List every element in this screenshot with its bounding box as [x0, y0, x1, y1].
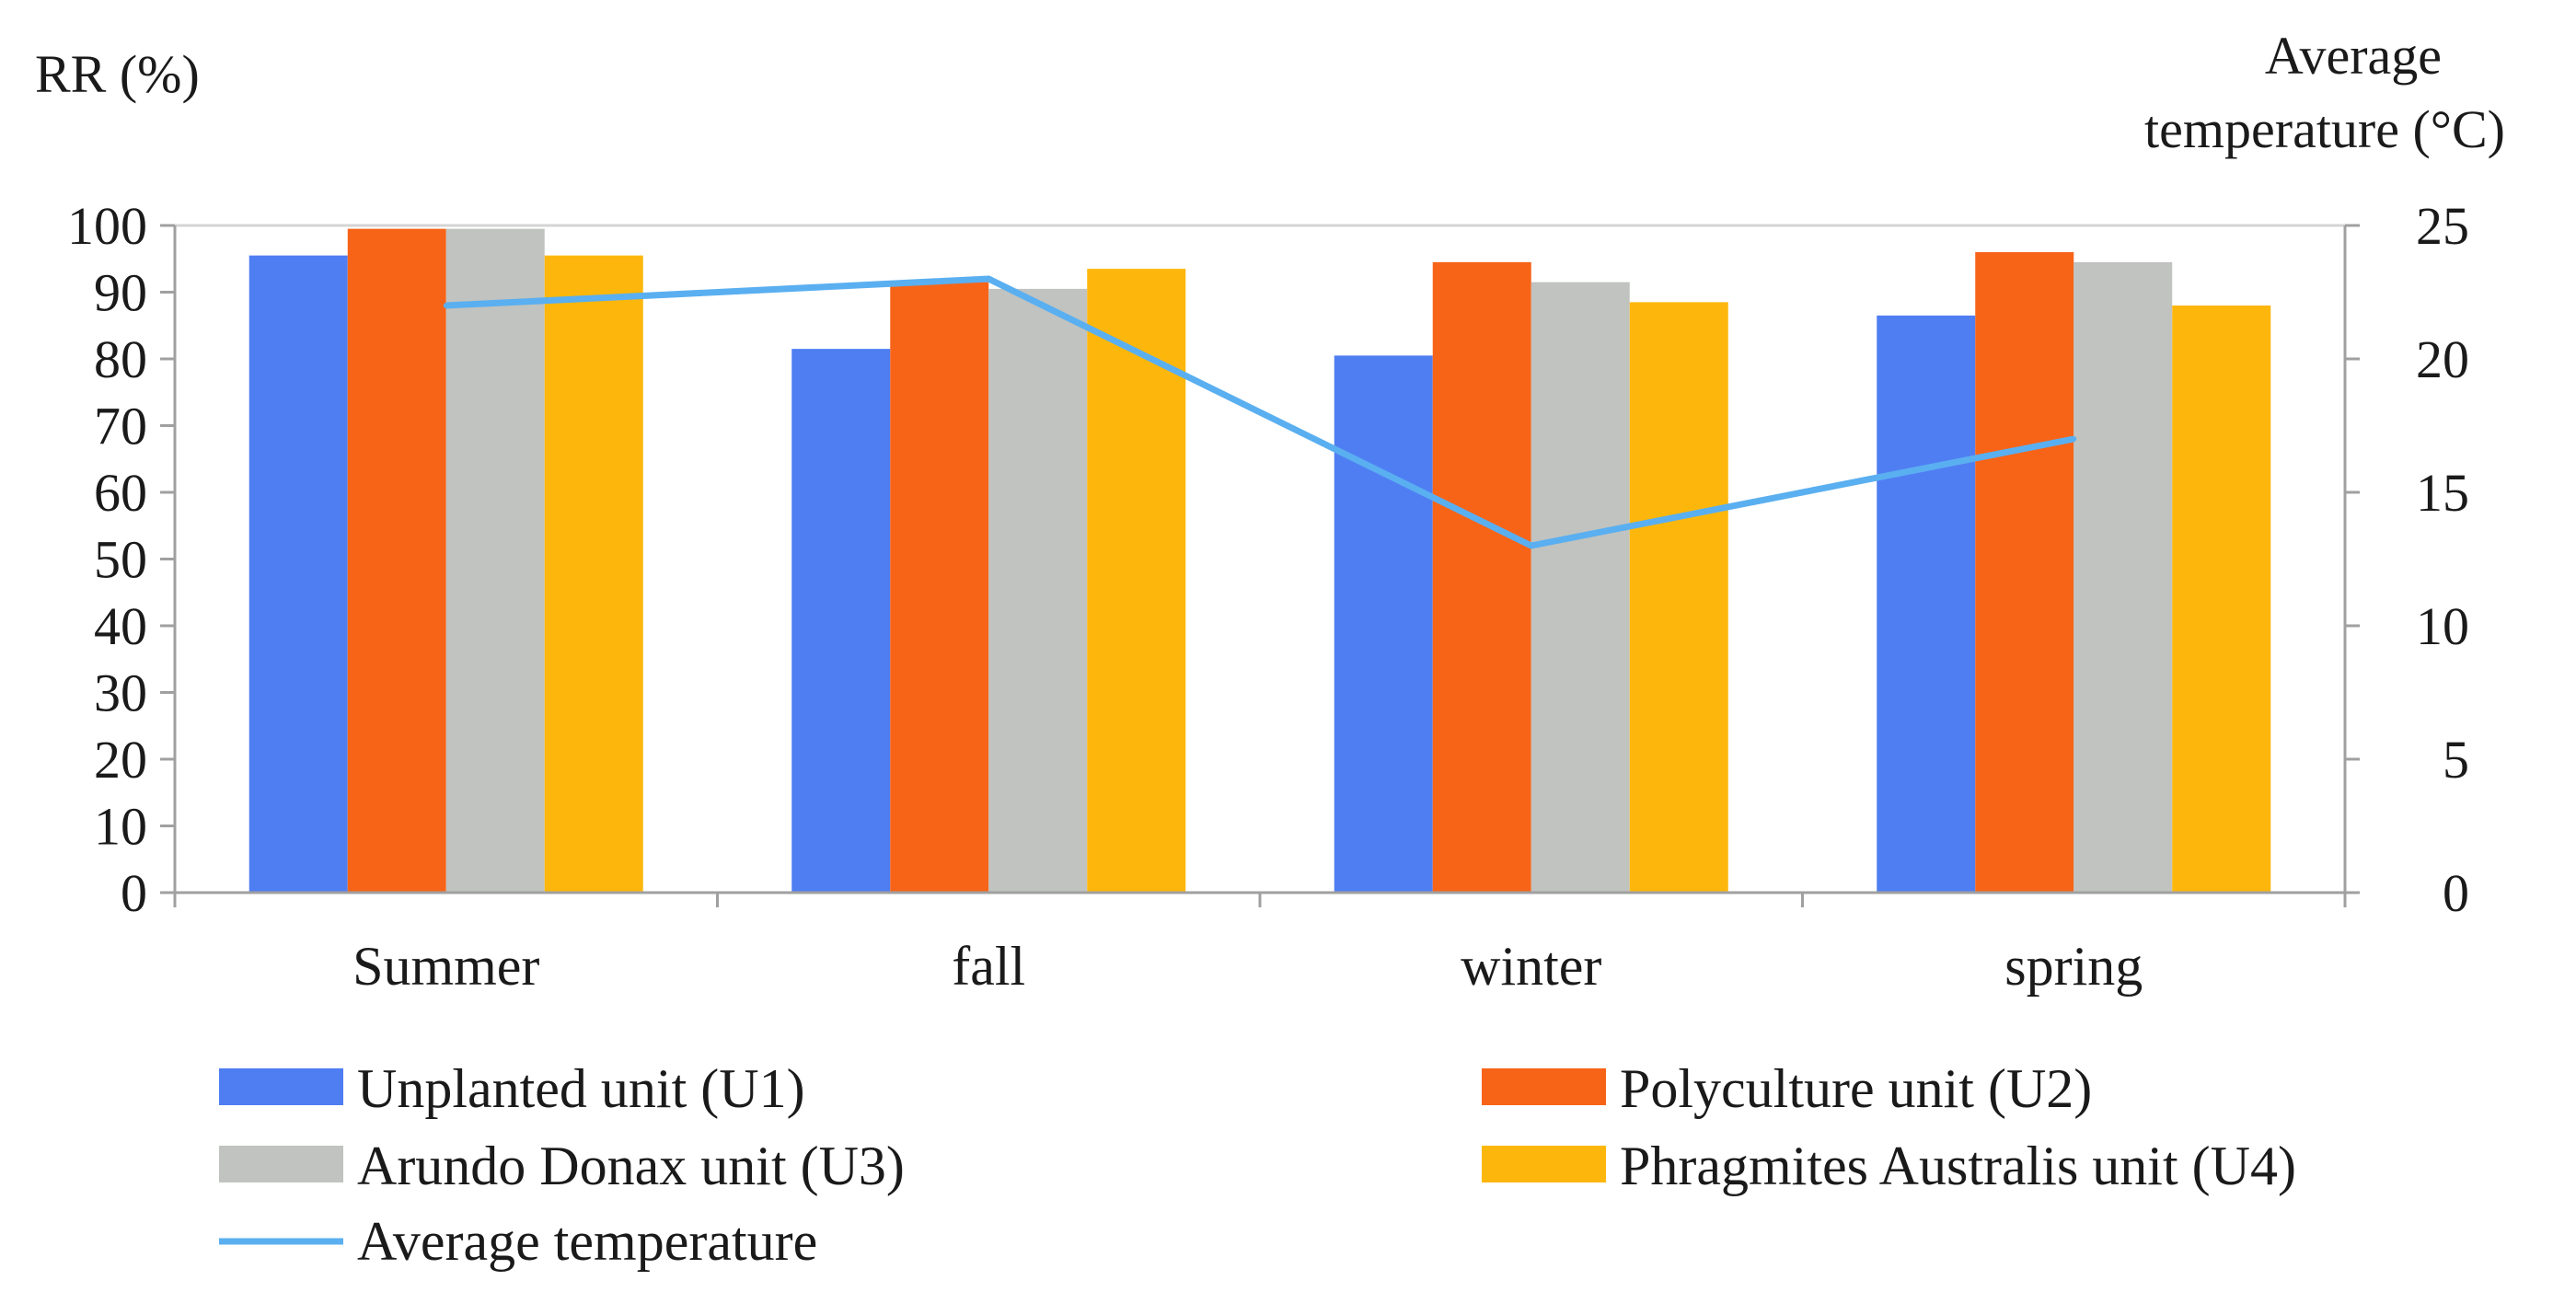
legend-label: Unplanted unit (U1) [357, 1058, 805, 1119]
temperature-point [1528, 543, 1534, 548]
y-tick-label: 100 [67, 196, 147, 256]
legend-label: Polyculture unit (U2) [1620, 1058, 2092, 1119]
bar [544, 255, 643, 893]
y-tick-label: 50 [94, 530, 147, 590]
y-axis-title: RR (%) [35, 44, 200, 104]
bar [988, 288, 1088, 893]
bar [1975, 252, 2074, 893]
y2-tick-label: 5 [2443, 730, 2469, 790]
temperature-line-path [445, 275, 2074, 549]
bar [791, 349, 891, 893]
y2-tick-label: 10 [2416, 596, 2469, 656]
x-tick-label: fall [952, 936, 1025, 997]
y-tick-label: 40 [94, 596, 147, 656]
y-tick-label: 90 [94, 263, 147, 323]
bar [445, 228, 545, 893]
x-tick-label: spring [2004, 936, 2143, 997]
y-tick-label: 10 [94, 797, 147, 857]
y2-tick-label: 15 [2416, 463, 2469, 523]
x-tick-label: Summer [352, 936, 539, 997]
bar [1432, 261, 1531, 893]
y2-tick-label: 0 [2443, 863, 2469, 923]
bar [1334, 355, 1433, 893]
bar [2172, 306, 2271, 893]
y2-tick-label: 25 [2416, 196, 2469, 256]
bar [248, 255, 348, 893]
temperature-line [443, 275, 2077, 549]
y-tick-label: 20 [94, 730, 147, 790]
legend: Unplanted unit (U1) Polyculture unit (U2)… [219, 1058, 2296, 1272]
legend-swatch [219, 1068, 343, 1105]
bar [890, 282, 989, 893]
y-tick-label: 70 [94, 397, 147, 456]
y-tick-label: 30 [94, 663, 147, 723]
y-tick-label: 60 [94, 463, 147, 523]
bar [1877, 315, 1976, 893]
y2-tick-label: 20 [2416, 329, 2469, 389]
bar [347, 228, 446, 893]
bar [1531, 282, 1630, 893]
x-tick-label: winter [1461, 936, 1601, 997]
y2-axis-title-line2: temperature (°C) [2144, 99, 2505, 159]
temperature-point [986, 276, 992, 282]
legend-swatch [219, 1146, 343, 1182]
legend-swatch [1482, 1146, 1606, 1182]
y2-axis-title-line1: Average [2265, 26, 2442, 86]
bar [2074, 261, 2173, 893]
legend-swatch [1482, 1068, 1606, 1105]
y-tick-label: 80 [94, 329, 147, 389]
legend-label: Phragmites Australis unit (U4) [1620, 1136, 2296, 1196]
y-tick-label: 0 [121, 863, 147, 923]
bars [248, 228, 2271, 893]
temperature-point [2071, 436, 2077, 442]
legend-label: Average temperature [357, 1211, 817, 1272]
bar [1087, 269, 1186, 893]
bar [1629, 302, 1728, 893]
legend-label: Arundo Donax unit (U3) [357, 1136, 905, 1196]
temperature-point [443, 303, 449, 308]
